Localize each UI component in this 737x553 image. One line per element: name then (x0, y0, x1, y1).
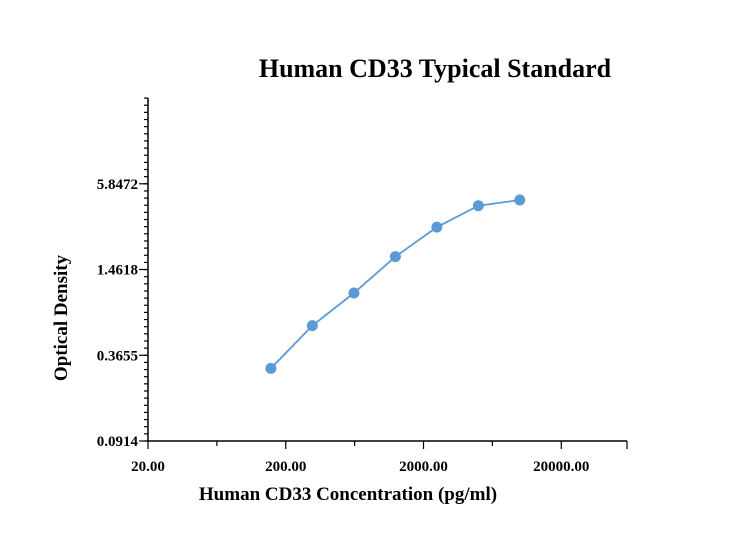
data-point (306, 320, 318, 332)
x-tick-label: 200.00 (265, 459, 306, 475)
x-tick-label: 20000.00 (533, 459, 589, 475)
x-axis-label: Human CD33 Concentration (pg/ml) (199, 484, 497, 505)
data-point (348, 287, 360, 299)
chart-title: Human CD33 Typical Standard (259, 54, 612, 83)
y-axis-label: Optical Density (51, 254, 72, 381)
data-point (514, 194, 526, 206)
data-point (472, 200, 484, 212)
y-axis: 0.0914 0.3655 1.4618 5.8472 (97, 97, 149, 450)
series-line (270, 199, 520, 369)
plot-area (265, 194, 526, 374)
y-tick-label: 1.4618 (97, 263, 138, 279)
y-tick-label: 0.0914 (97, 434, 139, 450)
data-point (265, 362, 277, 374)
data-point (389, 251, 401, 263)
x-tick-label: 20.00 (131, 459, 165, 475)
x-tick-label: 2000.00 (399, 459, 448, 475)
x-axis: 20.00 200.00 2000.00 20000.00 (131, 440, 628, 475)
y-tick-label: 0.3655 (97, 348, 138, 364)
y-tick-label: 5.8472 (97, 177, 138, 193)
data-point (431, 221, 443, 233)
